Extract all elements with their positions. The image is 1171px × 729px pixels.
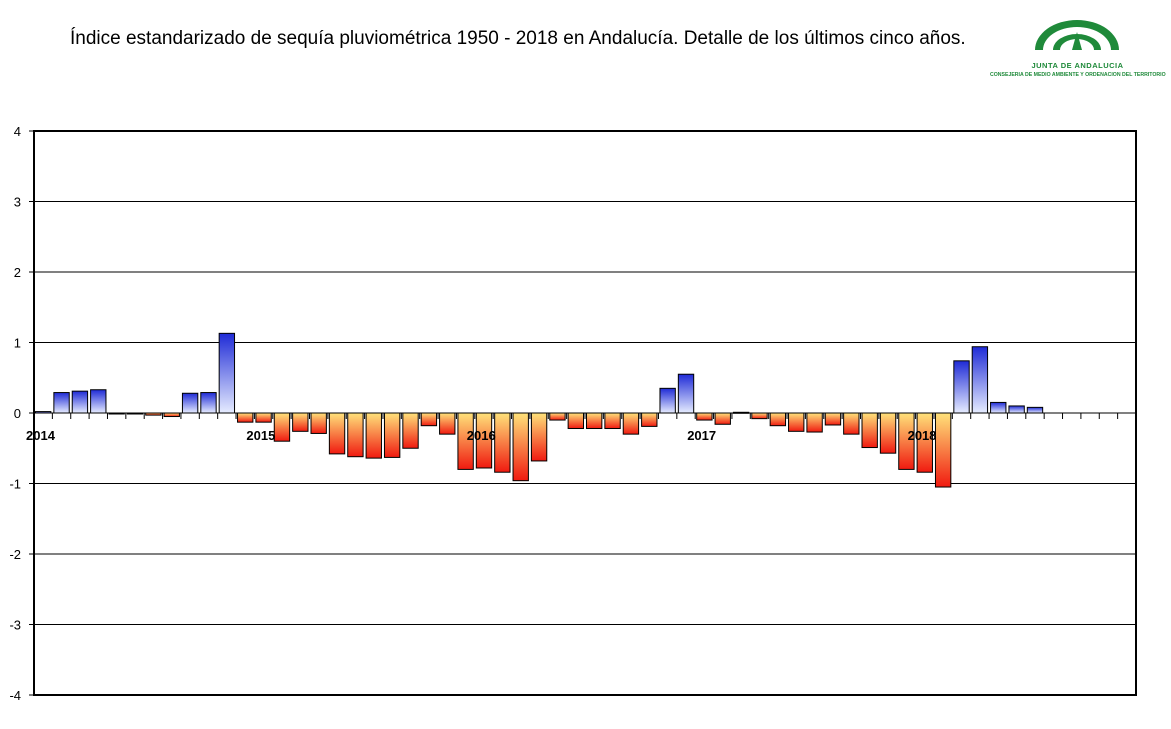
bar — [237, 412, 254, 423]
bar — [604, 412, 621, 430]
bar — [255, 412, 272, 423]
bar — [310, 412, 327, 434]
bar — [934, 412, 952, 488]
bar — [218, 332, 236, 414]
y-tick-label: -2 — [9, 547, 21, 562]
bar — [1008, 405, 1025, 414]
axis-layer: 4 3 2 1 0 -1 -2 -3 -4 2014 2015 2016 2017 2018 — [9, 124, 1137, 703]
bar — [696, 412, 713, 421]
bar — [181, 392, 199, 414]
bar — [1026, 406, 1044, 414]
bar — [714, 412, 731, 425]
y-tick-label: -4 — [9, 688, 21, 703]
year-label: 2016 — [467, 428, 496, 443]
bar — [512, 412, 529, 482]
bar — [861, 412, 878, 449]
year-label: 2017 — [687, 428, 716, 443]
bar — [641, 412, 658, 427]
bar — [292, 412, 309, 432]
bar — [71, 390, 89, 414]
bar — [273, 412, 291, 442]
y-tick-label: -1 — [9, 477, 21, 492]
junta-de-andalucia-logo: JUNTA DE ANDALUCIA CONSEJERIA DE MEDIO A… — [990, 14, 1166, 86]
chart-title: Índice estandarizado de sequía pluviomét… — [70, 28, 966, 49]
bar — [824, 412, 842, 426]
bar — [439, 412, 456, 435]
bar — [677, 373, 695, 414]
y-tick-label: 4 — [14, 124, 21, 139]
bar — [549, 412, 566, 421]
bar — [971, 346, 989, 414]
bar — [163, 412, 180, 418]
bar — [347, 412, 364, 458]
bar — [567, 412, 585, 430]
bar — [806, 412, 823, 433]
bars-layer — [35, 332, 1044, 488]
year-label: 2015 — [246, 428, 275, 443]
bar — [843, 412, 860, 435]
bar — [530, 412, 548, 462]
year-label: 2014 — [26, 428, 56, 443]
y-tick-label: -3 — [9, 618, 21, 633]
y-tick-label: 0 — [14, 406, 21, 421]
bar — [200, 392, 217, 414]
bar — [328, 412, 346, 455]
bar — [90, 389, 107, 414]
bar — [53, 392, 70, 414]
bar — [769, 412, 787, 427]
logo-subtitle: CONSEJERIA DE MEDIO AMBIENTE Y ORDENACIO… — [990, 72, 1166, 78]
plot-frame — [33, 130, 1137, 696]
y-tick-label: 3 — [14, 195, 21, 210]
logo-arch-icon — [1035, 20, 1119, 50]
bar — [751, 412, 768, 420]
y-tick-label: 2 — [14, 265, 21, 280]
bar — [365, 412, 382, 459]
bar — [383, 412, 401, 458]
bar — [420, 412, 438, 427]
bar — [622, 412, 640, 435]
bar — [659, 387, 676, 414]
bar — [879, 412, 897, 454]
bar — [953, 360, 970, 414]
bar — [402, 412, 419, 449]
year-label: 2018 — [908, 428, 937, 443]
y-tick-label: 1 — [14, 336, 21, 351]
logo-name: JUNTA DE ANDALUCIA — [1031, 61, 1124, 70]
bar — [788, 412, 805, 432]
bar — [494, 412, 511, 473]
bar — [990, 401, 1007, 414]
bar — [586, 412, 603, 430]
